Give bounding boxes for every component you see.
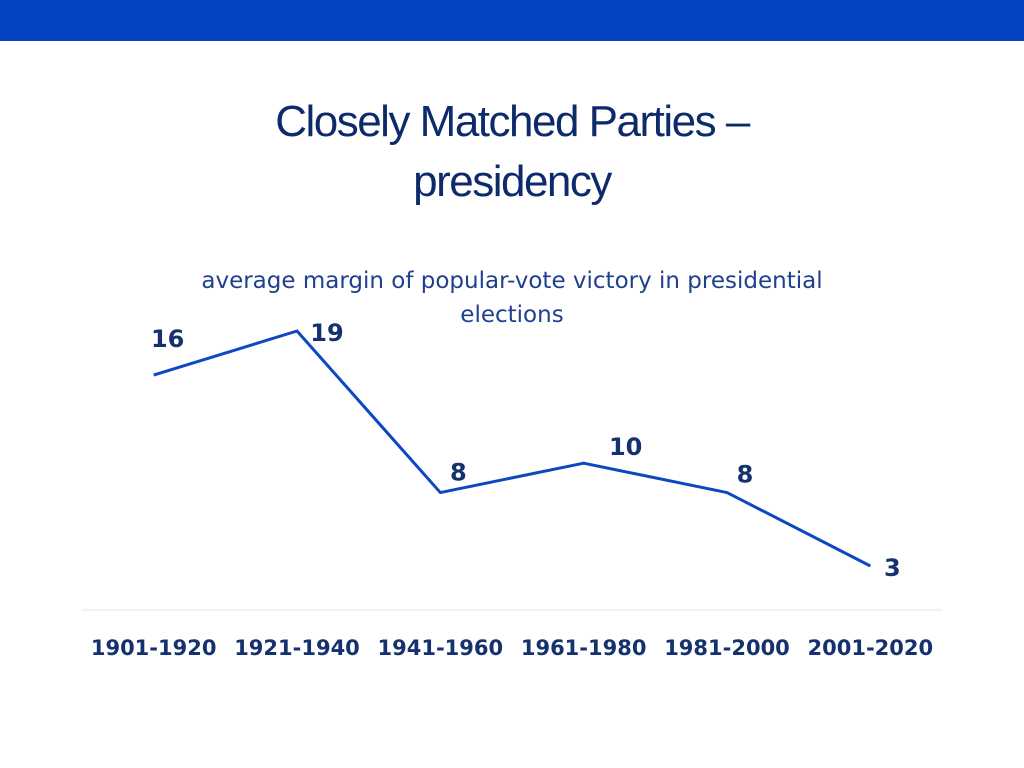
data-label: 10 xyxy=(609,433,642,461)
data-label: 16 xyxy=(151,325,184,353)
data-label: 19 xyxy=(310,319,343,347)
data-label: 3 xyxy=(884,554,901,582)
x-tick-label: 1981-2000 xyxy=(664,636,790,660)
data-label: 8 xyxy=(737,461,754,489)
slide-title-line1: Closely Matched Parties – xyxy=(275,97,750,146)
chart-title: average margin of popular-vote victory i… xyxy=(201,268,823,328)
top-accent-bar xyxy=(0,0,1024,41)
x-tick-label: 1901-1920 xyxy=(91,636,217,660)
series-line xyxy=(153,329,872,568)
slide-title-line2: presidency xyxy=(413,157,612,206)
slide-title: Closely Matched Parties – presidency xyxy=(162,92,862,212)
x-tick-label: 1921-1940 xyxy=(234,636,360,660)
x-tick-label: 2001-2020 xyxy=(808,636,934,660)
x-tick-label: 1961-1980 xyxy=(521,636,647,660)
x-tick-label: 1941-1960 xyxy=(378,636,504,660)
data-label: 8 xyxy=(450,459,467,487)
